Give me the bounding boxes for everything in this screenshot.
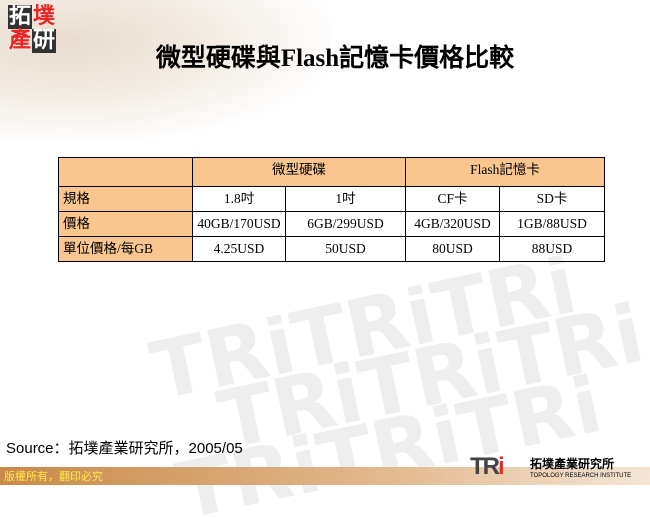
tri-logo: TRi [470, 453, 505, 480]
logo-char: 拓 [8, 4, 32, 29]
table-cell: 1.8吋 [192, 186, 286, 212]
header-group: Flash記憶卡 [405, 157, 605, 187]
logo-char: 研 [32, 28, 56, 53]
logo: 拓墣產研 [8, 5, 58, 53]
table-cell: 4GB/320USD [405, 211, 500, 237]
row-label: 價格 [58, 211, 193, 237]
logo-char: 墣 [32, 4, 55, 29]
row-label: 單位價格/每GB [58, 236, 193, 262]
brand-english: TOPOLOGY RESEARCH INSTITUTE [530, 473, 632, 479]
table-cell: 6GB/299USD [285, 211, 406, 237]
background-map [0, 0, 330, 140]
table-row: 價格 40GB/170USD 6GB/299USD 4GB/320USD 1GB… [58, 211, 605, 237]
header-group: 微型硬碟 [192, 157, 406, 187]
price-table: 微型硬碟 Flash記憶卡 規格 1.8吋 1吋 CF卡 SD卡 價格 40GB… [58, 157, 605, 262]
table-cell: 1吋 [285, 186, 406, 212]
table-cell: 50USD [285, 236, 406, 262]
copyright-text: 版權所有，翻印必究 [4, 470, 103, 483]
table-header-row: 微型硬碟 Flash記憶卡 [58, 157, 605, 187]
header-blank [58, 157, 193, 187]
table-cell: 40GB/170USD [192, 211, 286, 237]
table-cell: CF卡 [405, 186, 500, 212]
table-row: 規格 1.8吋 1吋 CF卡 SD卡 [58, 186, 605, 212]
table-cell: 4.25USD [192, 236, 286, 262]
logo-char: 產 [8, 28, 31, 53]
footer-bar: 版權所有，翻印必究 [0, 467, 650, 485]
table-cell: 80USD [405, 236, 500, 262]
table-cell: SD卡 [499, 186, 605, 212]
source-note: Source：拓墣產業研究所，2005/05 [6, 440, 243, 457]
row-label: 規格 [58, 186, 193, 212]
slide-title: 微型硬碟與Flash記憶卡價格比較 [155, 45, 515, 72]
table-cell: 88USD [499, 236, 605, 262]
table-cell: 1GB/88USD [499, 211, 605, 237]
brand-name: 拓墣產業研究所 [530, 457, 615, 471]
table-row: 單位價格/每GB 4.25USD 50USD 80USD 88USD [58, 236, 605, 262]
